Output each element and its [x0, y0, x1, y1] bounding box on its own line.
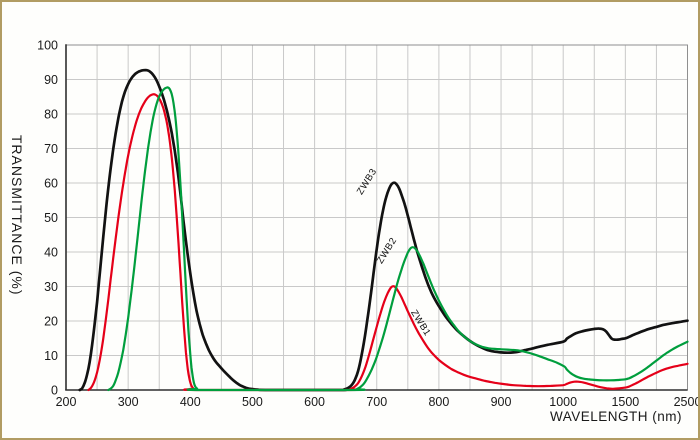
- x-axis-title: WAVELENGTH (nm): [549, 409, 682, 424]
- y-tick-label: 100: [37, 39, 58, 53]
- x-tick-label: 600: [304, 395, 325, 409]
- x-tick-label: 200: [56, 395, 77, 409]
- x-tick-label: 900: [491, 395, 512, 409]
- curve-label-zwb1: ZWB1: [408, 308, 433, 338]
- series-zwb1-curve: [87, 93, 689, 392]
- y-tick-label: 0: [51, 384, 58, 398]
- y-tick-label: 70: [44, 142, 58, 156]
- y-tick-label: 20: [44, 315, 58, 329]
- x-tick-label: 300: [118, 395, 139, 409]
- y-tick-label: 10: [44, 349, 58, 363]
- series-zwb2-curve: [107, 86, 689, 392]
- x-tick-label: 700: [366, 395, 387, 409]
- y-tick-label: 30: [44, 280, 58, 294]
- curve-label-zwb3: ZWB3: [355, 167, 380, 197]
- x-tick-label: 800: [428, 395, 449, 409]
- x-tick-label: 400: [180, 395, 201, 409]
- y-tick-label: 50: [44, 211, 58, 225]
- y-tick-label: 80: [44, 108, 58, 122]
- series-zwb3-curve: [78, 68, 689, 392]
- y-axis-title: TRANSMITTANCE (%): [9, 134, 25, 296]
- y-tick-label: 60: [44, 177, 58, 191]
- y-tick-label: 40: [44, 246, 58, 260]
- x-tick-label: 1500: [611, 395, 639, 409]
- x-tick-label: 2500: [674, 395, 700, 409]
- x-tick-label: 1000: [549, 395, 577, 409]
- y-tick-label: 90: [44, 73, 58, 87]
- x-tick-label: 500: [242, 395, 263, 409]
